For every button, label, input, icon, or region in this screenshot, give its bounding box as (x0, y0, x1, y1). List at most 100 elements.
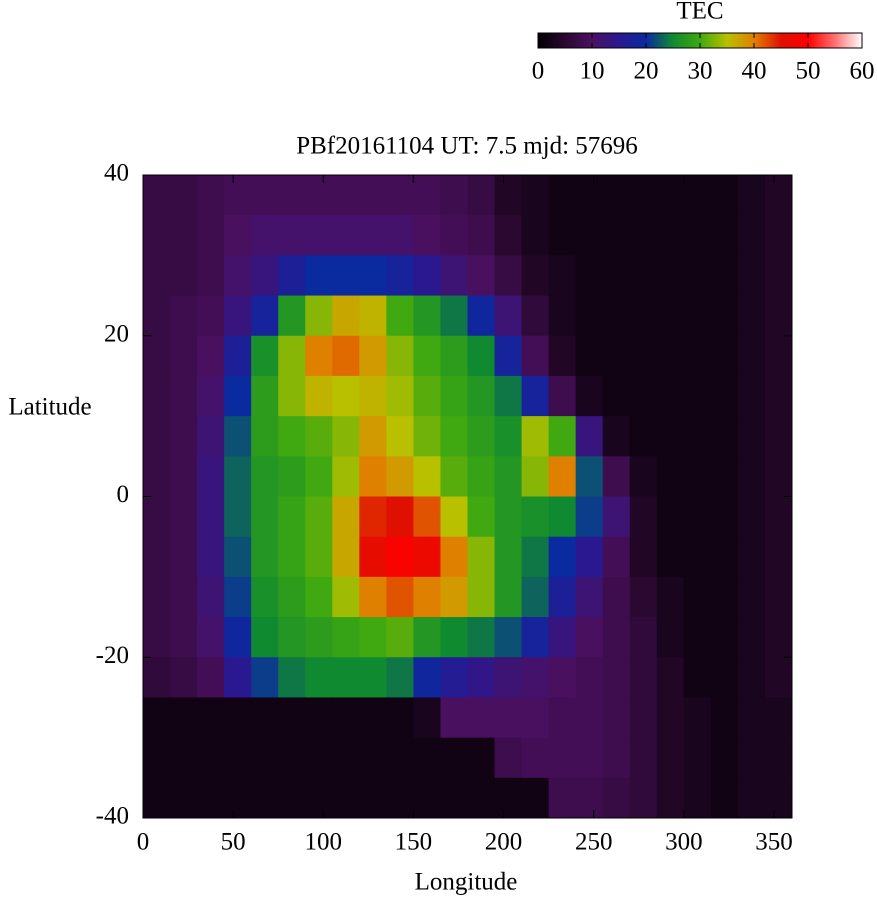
heat-cell (170, 215, 198, 256)
heat-cell (278, 295, 306, 337)
heat-cell (683, 657, 712, 698)
heat-cell (521, 416, 550, 457)
heat-cell (602, 295, 631, 337)
heat-cell (467, 416, 496, 457)
heat-cell (629, 335, 658, 377)
heat-cell (737, 536, 766, 578)
x-axis-label: Longitude (415, 869, 518, 896)
heat-cell (386, 215, 414, 256)
colorbar-label: TEC (676, 0, 723, 25)
heat-cell (548, 255, 577, 297)
heat-cell (197, 416, 225, 457)
heat-cell (305, 456, 333, 497)
heat-cell (629, 416, 658, 457)
heat-cell (224, 175, 252, 216)
heat-cell (629, 175, 658, 216)
heat-cell (548, 335, 577, 377)
heat-cell (656, 777, 685, 819)
colorbar-tick-label: 20 (634, 58, 659, 85)
heat-cell (305, 536, 333, 578)
heat-cell (602, 737, 631, 779)
heat-cell (521, 576, 550, 618)
heat-cell (575, 617, 604, 658)
heat-cell (467, 295, 496, 337)
heat-cell (710, 416, 739, 457)
heat-cell (602, 777, 631, 819)
heat-cell (764, 456, 793, 497)
heat-cell (710, 496, 739, 538)
heat-cell (494, 375, 523, 417)
heat-cell (278, 737, 306, 779)
heat-cell (278, 456, 306, 497)
heat-cell (197, 657, 225, 698)
heat-cell (359, 777, 387, 819)
heat-cell (656, 737, 685, 779)
heat-cell (440, 255, 468, 297)
heat-cell (170, 496, 198, 538)
heat-cell (440, 295, 468, 337)
heat-cell (737, 657, 766, 698)
heat-cell (359, 737, 387, 779)
heat-cell (656, 175, 685, 216)
heat-cell (386, 697, 414, 739)
heat-cell (143, 536, 171, 578)
heat-cell (710, 777, 739, 819)
heat-cell (494, 295, 523, 337)
heat-cell (359, 335, 387, 377)
heat-cell (440, 657, 468, 698)
heat-cell (764, 295, 793, 337)
heat-cell (656, 697, 685, 739)
heat-cell (278, 375, 306, 417)
heat-cell (494, 737, 523, 779)
heat-cell (683, 255, 712, 297)
heat-cell (494, 536, 523, 578)
heat-cell (764, 255, 793, 297)
heat-cell (710, 737, 739, 779)
y-tick-label: -20 (96, 642, 129, 669)
heat-cell (278, 697, 306, 739)
x-tick-label: 150 (395, 829, 433, 856)
heat-cell (494, 255, 523, 297)
heat-cell (710, 657, 739, 698)
heat-cell (170, 576, 198, 618)
heat-cell (737, 777, 766, 819)
heat-cell (629, 456, 658, 497)
heat-cell (521, 697, 550, 739)
heat-cell (467, 255, 496, 297)
heat-cell (197, 456, 225, 497)
heat-cell (575, 295, 604, 337)
heat-cell (440, 175, 468, 216)
heat-cell (548, 496, 577, 538)
heat-cell (143, 295, 171, 337)
heat-cell (224, 777, 252, 819)
heat-cell (332, 416, 360, 457)
heat-cell (332, 295, 360, 337)
heat-cell (251, 175, 279, 216)
heat-cell (170, 175, 198, 216)
heat-cell (305, 576, 333, 618)
heat-cell (224, 697, 252, 739)
heat-cell (386, 536, 414, 578)
heat-cell (278, 335, 306, 377)
heat-cell (710, 255, 739, 297)
heat-cell (440, 617, 468, 658)
heat-cell (278, 496, 306, 538)
heat-cell (521, 617, 550, 658)
heat-cell (602, 175, 631, 216)
heat-cell (224, 737, 252, 779)
heat-cell (413, 576, 441, 618)
heat-cell (548, 697, 577, 739)
heat-cell (683, 375, 712, 417)
chart-title: PBf20161104 UT: 7.5 mjd: 57696 (296, 133, 638, 160)
heat-cell (305, 777, 333, 819)
heat-cell (413, 456, 441, 497)
heat-cell (710, 536, 739, 578)
heat-cell (683, 416, 712, 457)
heat-cell (521, 375, 550, 417)
heat-cell (440, 416, 468, 457)
heat-cell (359, 456, 387, 497)
heat-cell (629, 295, 658, 337)
heat-cell (548, 295, 577, 337)
heat-cell (197, 335, 225, 377)
heat-cell (764, 576, 793, 618)
